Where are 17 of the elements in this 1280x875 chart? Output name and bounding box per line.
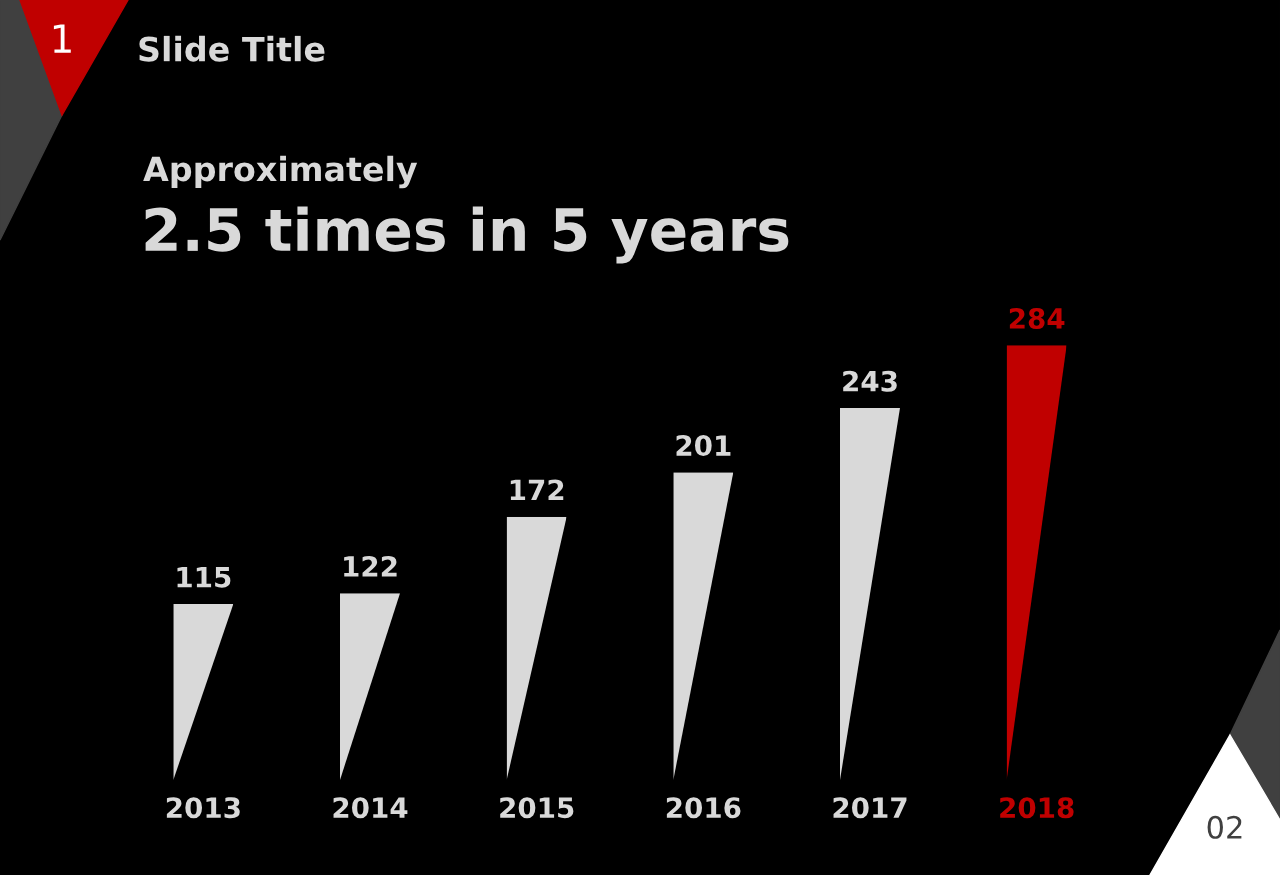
x-tick-label: 2016	[666, 797, 741, 819]
text: 1	[53, 24, 71, 53]
data-label: 284	[1009, 307, 1065, 329]
data-label: 172	[510, 479, 564, 501]
data-label: 122	[344, 555, 397, 577]
text: 2.5 times in 5 years	[145, 206, 789, 264]
x-tick-label: 2014	[333, 797, 408, 819]
chart-subtitle: Approximately	[143, 155, 418, 189]
x-tick-label: 2017	[833, 797, 907, 819]
data-label: 243	[843, 370, 897, 392]
x-tick-label: 2018	[1000, 797, 1074, 819]
x-tick-label: 2013	[166, 797, 240, 819]
text: 02	[1207, 815, 1242, 839]
data-label: 115	[177, 567, 231, 588]
data-label: 201	[676, 435, 731, 457]
x-tick-label: 2015	[500, 797, 574, 819]
chart-title: Slide Title	[139, 35, 325, 62]
